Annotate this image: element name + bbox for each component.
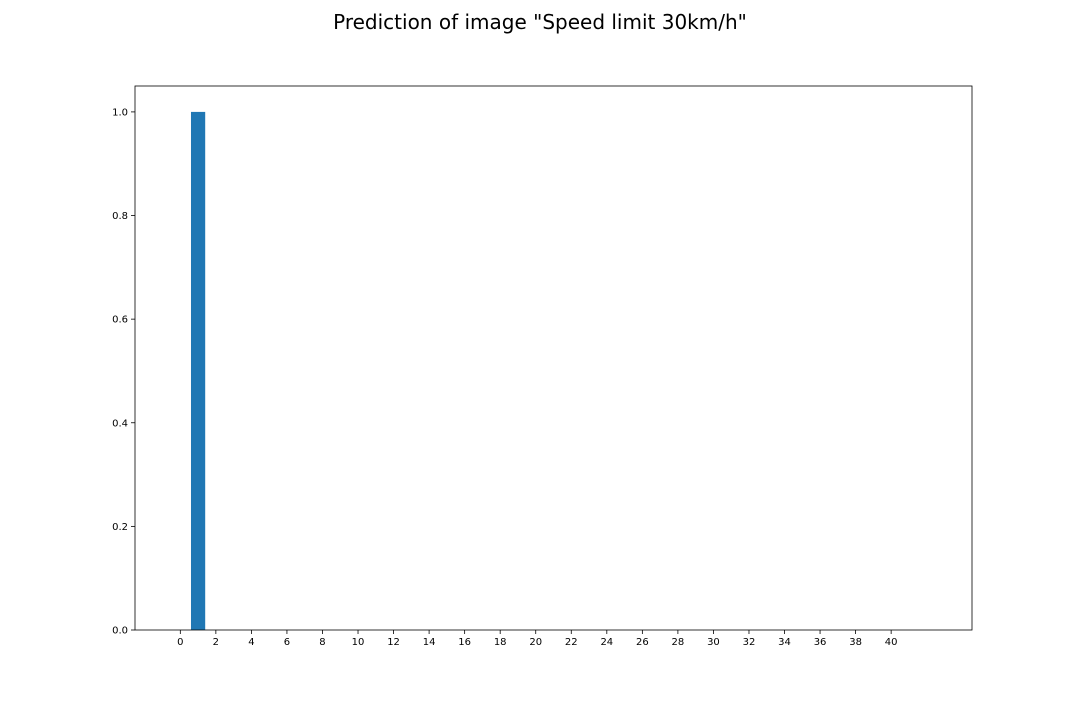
axes-layer: 0 2 4 6 8 10 12 14 16 18 20 22 24 26 28 30 32 34 36 38 400.0… bbox=[112, 85, 973, 648]
y-tick-label: 0.8 bbox=[112, 211, 128, 222]
x-tick-label: 30 bbox=[707, 637, 720, 648]
x-tick-label: 32 bbox=[743, 637, 756, 648]
y-tick-label: 0.6 bbox=[112, 315, 128, 326]
x-tick-label: 34 bbox=[778, 637, 791, 648]
chart-title: Prediction of image "Speed limit 30km/h" bbox=[333, 10, 747, 34]
x-tick-label: 16 bbox=[458, 637, 471, 648]
x-tick-label: 20 bbox=[529, 637, 542, 648]
y-tick-label: 0.2 bbox=[112, 522, 128, 533]
x-tick-label: 8 bbox=[319, 637, 325, 648]
y-tick-label: 1.0 bbox=[112, 107, 128, 118]
x-tick-label: 24 bbox=[600, 637, 613, 648]
x-tick-label: 4 bbox=[248, 637, 254, 648]
bars-layer bbox=[190, 111, 206, 630]
x-tick-label: 26 bbox=[636, 637, 649, 648]
x-tick-label: 22 bbox=[565, 637, 578, 648]
x-tick-label: 12 bbox=[387, 637, 400, 648]
plot-frame bbox=[134, 85, 973, 631]
x-tick-label: 36 bbox=[814, 637, 827, 648]
x-tick-label: 38 bbox=[849, 637, 862, 648]
x-tick-label: 40 bbox=[885, 637, 898, 648]
x-tick-label: 18 bbox=[494, 637, 507, 648]
x-tick-label: 28 bbox=[672, 637, 685, 648]
x-tick-label: 10 bbox=[352, 637, 365, 648]
y-tick-label: 0.4 bbox=[112, 418, 128, 429]
x-tick-label: 2 bbox=[213, 637, 219, 648]
x-tick-label: 14 bbox=[423, 637, 436, 648]
x-tick-label: 0 bbox=[177, 637, 183, 648]
bar-class-1 bbox=[190, 111, 206, 630]
y-tick-label: 0.0 bbox=[112, 626, 128, 637]
x-tick-label: 6 bbox=[284, 637, 290, 648]
